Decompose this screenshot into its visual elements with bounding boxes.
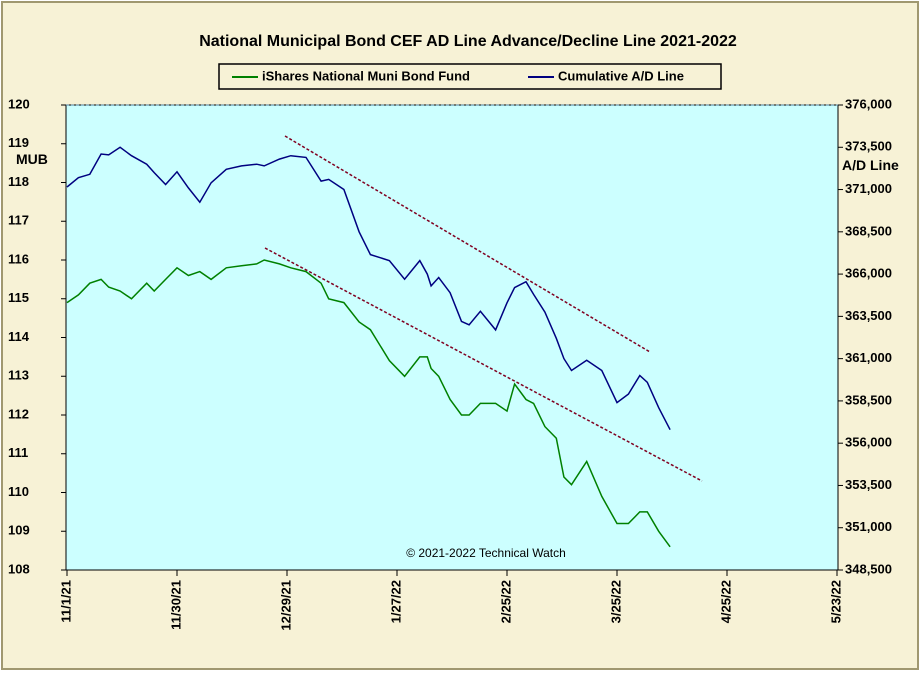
trend-line (264, 247, 703, 482)
y2-tick-label: 371,000 (845, 181, 892, 196)
y-tick-label: 117 (8, 213, 29, 228)
trend-line (284, 135, 651, 353)
data-line (66, 146, 671, 431)
x-tick-label: 5/23/22 (828, 580, 843, 623)
y-tick-label: 116 (8, 251, 29, 266)
y2-axis-title: A/D Line (842, 157, 899, 173)
y2-tick-label: 373,500 (845, 139, 892, 154)
x-tick-label: 11/30/21 (168, 580, 183, 630)
y-tick-label: 118 (8, 174, 29, 189)
y2-tick-label: 356,000 (845, 435, 892, 450)
y2-tick-label: 348,500 (845, 561, 892, 576)
x-tick-label: 2/25/22 (498, 580, 513, 623)
x-tick-label: 1/27/22 (388, 580, 403, 623)
y2-tick-label: 351,000 (845, 519, 892, 534)
x-tick-label: 3/25/22 (608, 580, 623, 623)
annotation: © 2021-2022 Technical Watch (406, 546, 566, 560)
y2-tick-label: 366,000 (845, 266, 892, 281)
y-tick-label: 111 (8, 445, 28, 460)
x-tick-label: 4/25/22 (718, 580, 733, 623)
x-tick-label: 11/1/21 (58, 580, 73, 623)
y-tick-label: 109 (8, 523, 30, 538)
y-tick-label: 119 (8, 135, 29, 150)
legend-label: Cumulative A/D Line (558, 68, 684, 83)
plot-area (65, 104, 839, 571)
data-line (66, 259, 671, 548)
legend-label: iShares National Muni Bond Fund (262, 68, 470, 83)
y2-tick-label: 376,000 (845, 96, 892, 111)
y-tick-label: 113 (8, 368, 29, 383)
x-tick-label: 12/29/21 (278, 580, 293, 631)
y-tick-label: 112 (8, 406, 29, 421)
y2-tick-label: 363,500 (845, 308, 892, 323)
legend (218, 63, 722, 90)
chart-title: National Municipal Bond CEF AD Line Adva… (199, 33, 737, 50)
y-tick-label: 110 (8, 484, 29, 499)
y-tick-label: 115 (8, 290, 29, 305)
y2-tick-label: 358,500 (845, 392, 892, 407)
y-tick-label: 120 (8, 96, 30, 111)
y-tick-label: 114 (8, 329, 30, 344)
y-axis-title: MUB (16, 151, 48, 167)
y-tick-label: 108 (8, 561, 30, 576)
y2-tick-label: 368,500 (845, 223, 892, 238)
y2-tick-label: 361,000 (845, 350, 892, 365)
y2-tick-label: 353,500 (845, 477, 892, 492)
